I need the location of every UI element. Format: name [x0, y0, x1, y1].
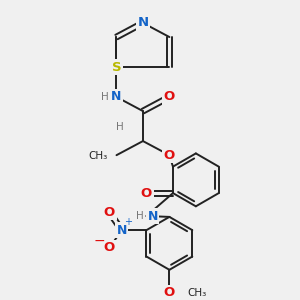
Text: N: N	[117, 224, 127, 237]
Text: S: S	[112, 61, 121, 74]
Text: O: O	[164, 286, 175, 299]
Text: H: H	[101, 92, 109, 102]
Text: CH₃: CH₃	[187, 288, 206, 298]
Text: −: −	[94, 234, 105, 248]
Text: O: O	[164, 149, 175, 162]
Text: N: N	[148, 209, 158, 223]
Text: O: O	[164, 91, 175, 103]
Text: +: +	[124, 218, 132, 227]
Text: N: N	[137, 16, 148, 29]
Text: CH₃: CH₃	[88, 151, 108, 161]
Text: N: N	[111, 91, 122, 103]
Text: O: O	[104, 241, 115, 254]
Text: O: O	[141, 187, 152, 200]
Text: O: O	[104, 206, 115, 219]
Text: H: H	[116, 122, 124, 132]
Text: H: H	[136, 211, 144, 221]
